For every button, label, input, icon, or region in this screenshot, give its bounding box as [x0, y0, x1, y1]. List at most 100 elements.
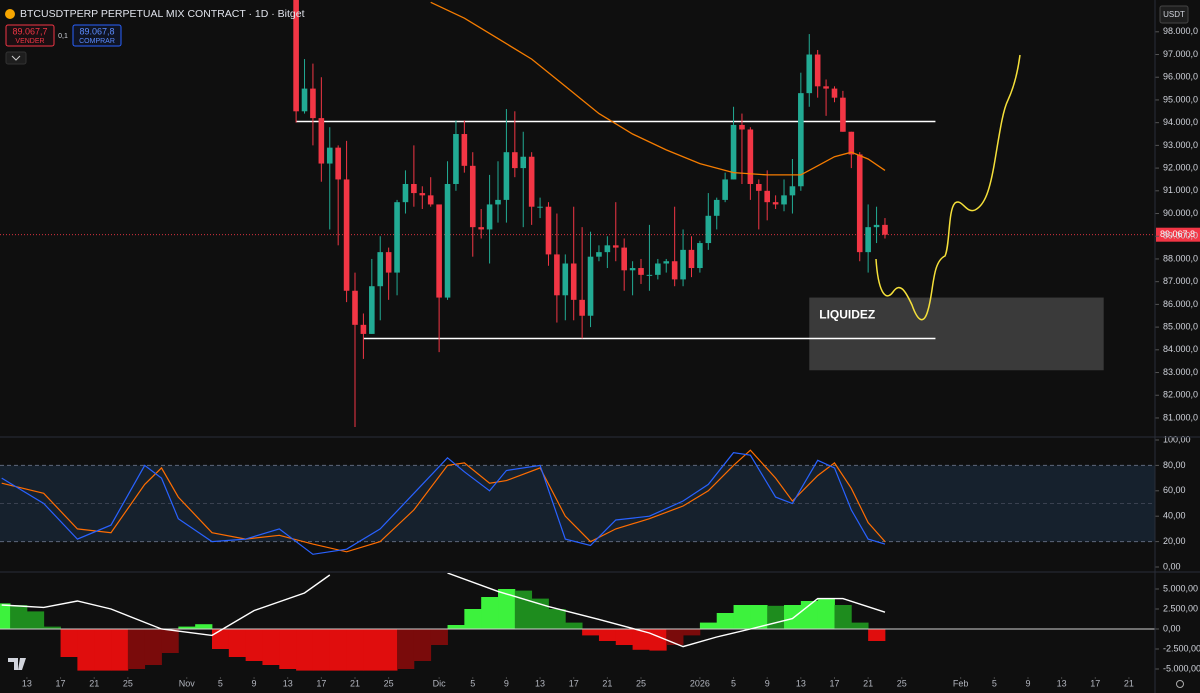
candle-body — [882, 224, 888, 235]
x-tick-label: 17 — [56, 678, 66, 688]
candle-body — [352, 290, 358, 325]
momentum-bar — [161, 629, 179, 653]
momentum-bar — [834, 605, 852, 629]
momentum-bar — [548, 609, 566, 629]
candle-body — [570, 263, 577, 300]
candle-body — [831, 88, 838, 98]
momentum-bar — [615, 629, 634, 645]
y-tick-label: 92.000,0 — [1163, 162, 1198, 172]
momentum-bar — [178, 626, 196, 629]
candle-body — [360, 324, 367, 334]
candle-body — [772, 202, 779, 205]
candle-body — [562, 263, 569, 296]
momentum-bar — [329, 629, 347, 671]
x-tick-label: 13 — [796, 678, 806, 688]
candle-body — [453, 134, 459, 184]
candle-body — [326, 147, 333, 164]
liquidity-zone — [809, 297, 1104, 371]
x-tick-label: 21 — [863, 678, 873, 688]
y-tick-label: 88.000,0 — [1163, 253, 1198, 263]
sell-button[interactable] — [5, 24, 55, 47]
momentum-bar — [784, 605, 802, 629]
y-tick-label: 97.000,0 — [1163, 49, 1198, 59]
momentum-bar — [447, 625, 465, 629]
momentum-bar — [127, 629, 146, 669]
momentum-bar — [346, 629, 364, 671]
candle-body — [823, 86, 829, 89]
candle-body — [688, 249, 695, 269]
tv-logo — [8, 658, 26, 670]
candle-body — [596, 252, 602, 257]
candle-body — [503, 152, 510, 200]
momentum-bar — [817, 598, 835, 629]
x-tick-label: 25 — [897, 678, 907, 688]
candle-body — [663, 261, 670, 264]
candle-body — [747, 129, 754, 184]
last-price-label: 89.067,8 — [1160, 229, 1195, 239]
momentum-bar — [43, 626, 61, 629]
x-tick-label: 21 — [89, 678, 99, 688]
buy-label: COMPRAR — [79, 38, 115, 45]
candle-body — [848, 131, 855, 155]
x-tick-label: 17 — [316, 678, 326, 688]
momentum-bar — [582, 629, 600, 636]
candle-body — [671, 261, 678, 280]
momentum-bar — [649, 629, 667, 651]
momentum-bar — [413, 629, 432, 661]
currency-button[interactable] — [1159, 5, 1189, 24]
spread: 0,1 — [58, 33, 68, 40]
x-tick-label: 2026 — [690, 678, 710, 688]
candle-body — [856, 154, 863, 253]
buy-button[interactable] — [72, 24, 122, 47]
candle-body — [369, 286, 375, 334]
x-tick-label: 25 — [636, 678, 646, 688]
y-tick-label: 95.000,0 — [1163, 94, 1198, 104]
momentum-bar — [296, 629, 314, 671]
x-tick-label: 21 — [1124, 678, 1134, 688]
momentum-bar — [632, 629, 650, 650]
momentum-bar — [363, 629, 381, 671]
x-tick-label: 17 — [569, 678, 579, 688]
momentum-bar — [279, 629, 297, 669]
axes: 89.067,8 81.000,0 82.000,0 83.000,0 84.000,0… — [22, 26, 1200, 688]
momentum-bar — [211, 629, 230, 649]
candle-body — [419, 193, 426, 196]
momentum-bar — [10, 605, 28, 629]
symbol-icon — [5, 9, 15, 19]
x-tick-label: Dic — [433, 678, 446, 688]
candle-body — [739, 124, 745, 130]
momentum-bar — [531, 598, 549, 629]
buy-price: 89.067,8 — [79, 26, 114, 36]
y-tick-label: 93.000,0 — [1163, 140, 1198, 150]
y-tick-label: 100,00 — [1163, 434, 1191, 444]
momentum-bar — [111, 629, 129, 671]
settings-icon[interactable] — [1176, 680, 1184, 688]
y-tick-label: 84.000,0 — [1163, 344, 1198, 354]
x-tick-label: 21 — [602, 678, 612, 688]
collapse-button[interactable] — [5, 51, 27, 65]
candle-body — [394, 202, 400, 273]
x-tick-label: 25 — [384, 678, 394, 688]
x-tick-label: 13 — [283, 678, 293, 688]
candle-body — [798, 93, 804, 187]
y-tick-label: 80,00 — [1163, 460, 1186, 470]
candle-body — [781, 195, 787, 205]
sell-label: VENDER — [15, 38, 44, 45]
oscillator-line — [1, 449, 886, 553]
candle-body — [444, 183, 451, 298]
candle-body — [604, 245, 611, 253]
y-tick-label: -2.500,00 — [1163, 643, 1200, 653]
candle-body — [486, 204, 493, 230]
momentum-bar — [851, 622, 869, 629]
candle-body — [301, 88, 308, 112]
sell-price: 89.067,7 — [12, 26, 47, 36]
candle-body — [385, 252, 392, 273]
candle-body — [461, 134, 468, 166]
candle-body — [537, 206, 543, 208]
y-tick-label: 0,00 — [1163, 561, 1181, 571]
y-tick-label: -5.000,00 — [1163, 663, 1200, 673]
momentum-bar — [716, 613, 734, 629]
candle-body — [554, 254, 560, 296]
projection-drawing — [875, 54, 1021, 321]
